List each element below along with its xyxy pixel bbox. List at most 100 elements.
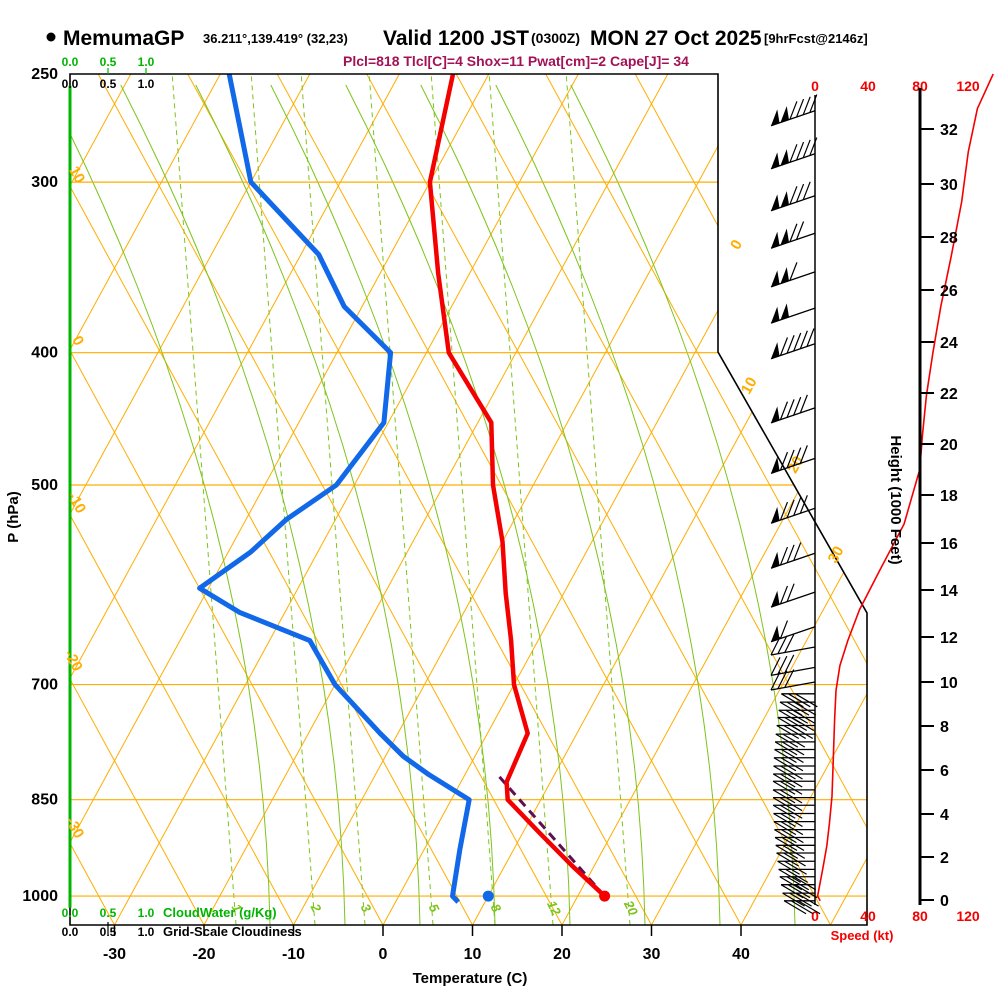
wind-barb	[772, 804, 815, 819]
wind-barb-feather	[777, 635, 788, 654]
wind-barb-feather	[780, 884, 804, 899]
wind-barb-feather	[783, 900, 807, 915]
dry-adiabat-line	[70, 74, 205, 925]
wind-barb	[775, 733, 815, 748]
height-tick-label: 14	[940, 583, 958, 600]
wind-barb-feather	[784, 654, 795, 674]
wind-barb-feather	[773, 812, 796, 828]
wind-barb-feather	[787, 884, 811, 899]
cloudwater-bottom-tick-label: 0.5	[100, 906, 117, 920]
temperature-tick-label: -30	[103, 946, 126, 963]
plot-frame	[69, 73, 868, 926]
wind-barb-pennant	[771, 194, 780, 211]
mixing-ratio-label: 20	[621, 897, 642, 918]
valid-time-utc: (0300Z)	[531, 30, 580, 46]
speed-bottom-tick-label: 80	[912, 908, 928, 924]
cloudiness-top-tick-label: 1.0	[138, 77, 155, 91]
wind-barb-staff	[770, 681, 816, 691]
dry-adiabat-line	[70, 74, 473, 925]
height-tick-label: 22	[940, 386, 958, 403]
isotherm-line	[114, 74, 579, 925]
wind-barb-feather	[779, 401, 789, 420]
wind-barb	[770, 394, 816, 424]
wind-barb-feather	[776, 852, 799, 867]
wind-barb-feather	[776, 724, 800, 739]
wind-barb-pennant	[771, 342, 780, 359]
wind-barb-feather	[772, 797, 796, 812]
wind-barb	[770, 583, 816, 608]
wind-barb-feather	[795, 183, 805, 203]
moist-adiabat-line	[270, 84, 496, 925]
isotherm-line	[830, 74, 867, 925]
wind-barb-feather	[795, 141, 805, 161]
wind-barb-pennant	[771, 551, 780, 569]
wind-barb-feather	[794, 884, 818, 899]
mixing-ratio-line	[171, 74, 237, 925]
wind-barb	[770, 137, 818, 170]
wind-barb-feather	[802, 96, 811, 116]
height-axis-label: Height (1000 Feet)	[887, 435, 904, 564]
wind-barb	[772, 773, 815, 788]
wind-barb-feather	[775, 844, 799, 859]
pressure-tick-label: 850	[31, 792, 58, 809]
stability-indices: Plcl=818 Tlcl[C]=4 Shox=11 Pwat[cm]=2 Ca…	[343, 53, 689, 69]
moist-adiabat-line	[70, 84, 271, 925]
title-bullet-icon	[46, 32, 56, 42]
wind-barb-feather	[772, 780, 796, 795]
dry-adiabat-label: -20	[60, 647, 85, 674]
height-tick-label: 18	[940, 488, 958, 505]
wind-barb-feather	[772, 804, 796, 819]
wind-barb-feather	[799, 495, 808, 514]
moist-adiabat-line	[495, 84, 721, 925]
wind-barb-pennant	[771, 625, 780, 642]
temperature-tick-label: 30	[643, 946, 661, 963]
wind-barb-pennant	[771, 456, 780, 474]
cloudwater-top-tick-label: 0.0	[62, 55, 79, 69]
wind-barb-feather	[779, 620, 789, 639]
wind-barb	[770, 328, 816, 360]
wind-barb-feather	[793, 876, 817, 891]
wind-barb	[783, 900, 821, 915]
wind-barb-feather	[770, 671, 781, 691]
speed-top-tick-label: 40	[860, 78, 876, 94]
wind-barb-feather	[772, 789, 796, 804]
wind-barb	[770, 634, 816, 656]
temperature-tick-label: -20	[192, 946, 215, 963]
wind-barb-feather	[779, 501, 789, 521]
cloudiness-bottom-tick-label: 1.0	[138, 925, 155, 939]
surface-temperature-dot	[599, 890, 611, 902]
wind-barb-feather	[793, 396, 802, 416]
wind-barb-feather	[789, 892, 812, 907]
wind-barb	[776, 852, 815, 867]
wind-barb-feather	[775, 733, 799, 748]
wind-barb-feather	[782, 733, 806, 748]
isotherm-line	[70, 74, 400, 925]
wind-barb-feather	[779, 773, 803, 788]
dewpoint-curve	[197, 74, 472, 904]
isotherm-line	[651, 74, 867, 925]
wind-barb-pennant	[771, 306, 780, 324]
dry-adiabat-line	[276, 74, 742, 925]
wind-barb-feather	[799, 445, 808, 464]
temperature-axis-label: Temperature (C)	[413, 970, 528, 987]
wind-barb	[774, 836, 815, 852]
wind-barb	[772, 780, 815, 795]
wind-barb-feather	[770, 636, 781, 656]
dry-adiabat-line	[813, 74, 867, 925]
wind-barb-feather	[779, 546, 789, 566]
dry-adiabat-line	[545, 74, 867, 925]
cloudwater-bottom-tick-label: 0.0	[62, 906, 79, 920]
speed-top-tick-label: 120	[956, 78, 980, 94]
height-tick-label: 24	[940, 335, 958, 352]
wind-barb-feather	[796, 892, 819, 907]
mixing-ratio-line	[488, 74, 554, 925]
wind-barb-staff	[770, 407, 816, 424]
wind-barb-feather	[799, 394, 808, 414]
wind-barb-feather	[770, 657, 781, 676]
wind-barb-feather	[786, 544, 795, 564]
wind-barb	[780, 884, 818, 899]
height-tick-label: 30	[940, 177, 958, 194]
wind-barb-feather	[790, 900, 814, 915]
height-tick-label: 32	[940, 122, 958, 139]
